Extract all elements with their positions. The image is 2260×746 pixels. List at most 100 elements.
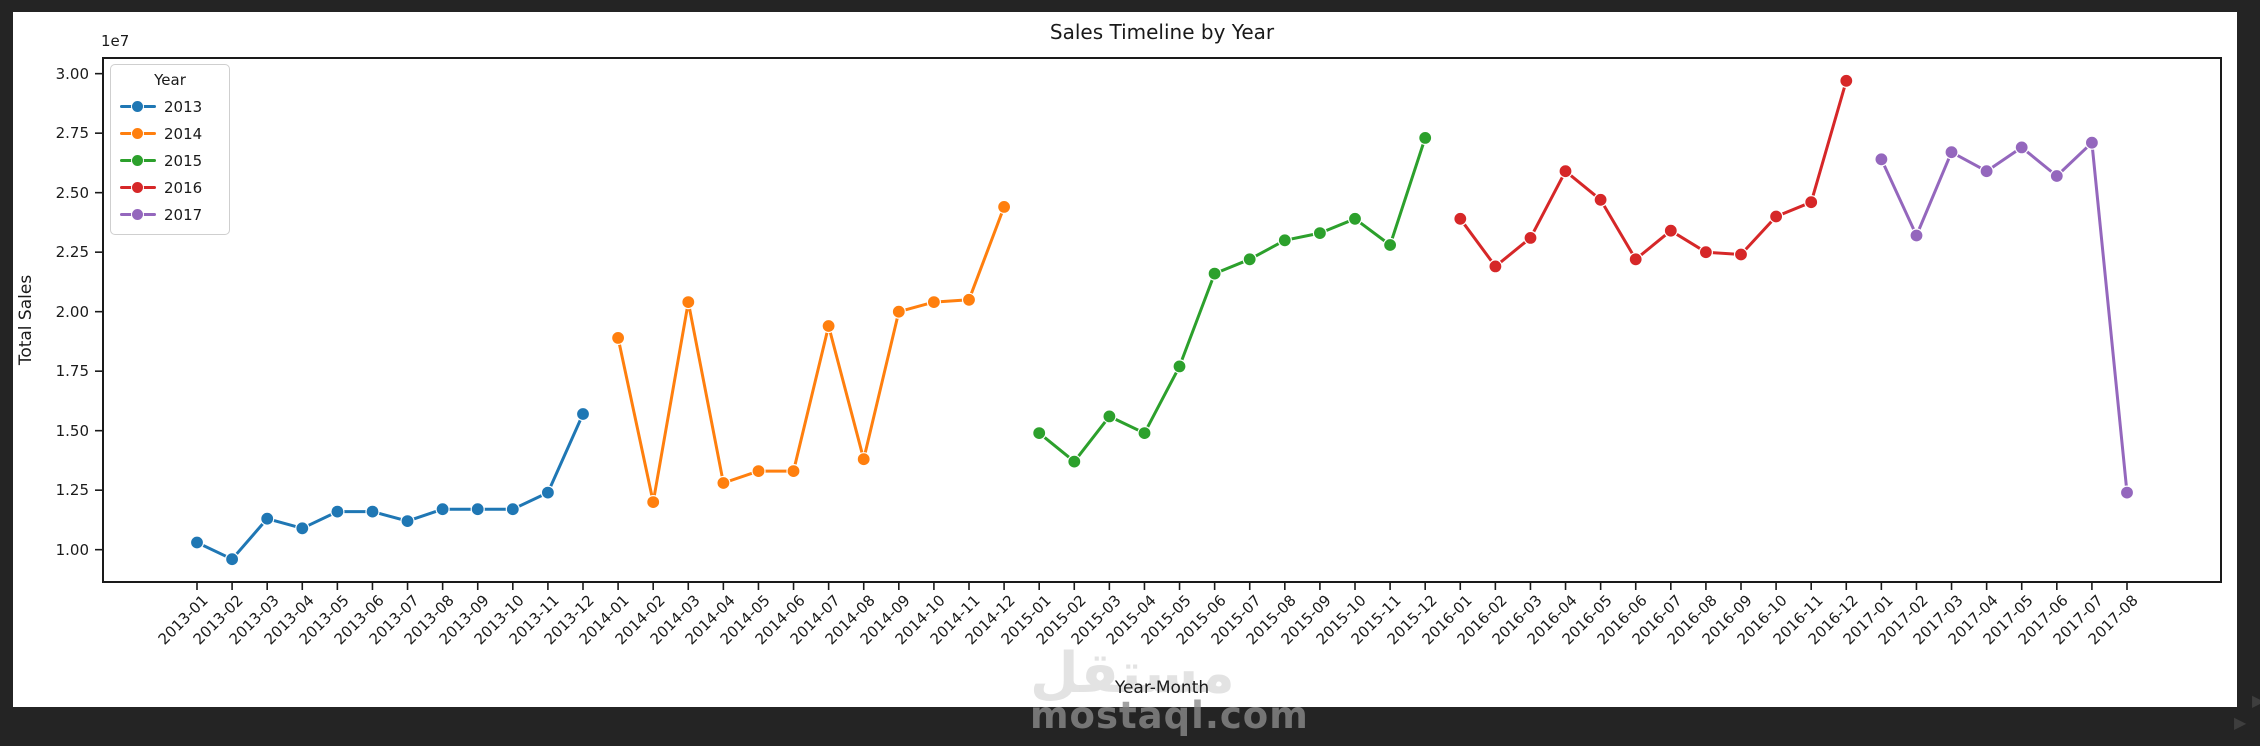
data-point-2016 bbox=[1839, 73, 1854, 88]
data-point-2013 bbox=[295, 521, 310, 536]
legend-entry-2015: 2015 bbox=[111, 147, 229, 174]
data-point-2016 bbox=[1628, 252, 1643, 267]
data-point-2017 bbox=[2014, 140, 2029, 155]
data-point-2014 bbox=[856, 452, 871, 467]
data-point-2015 bbox=[1102, 409, 1117, 424]
y-axis-label: Total Sales bbox=[16, 274, 36, 366]
legend-label: 2017 bbox=[164, 205, 203, 224]
legend-label: 2014 bbox=[164, 124, 203, 143]
data-point-2016 bbox=[1488, 259, 1503, 274]
legend-entry-2017: 2017 bbox=[111, 201, 229, 228]
data-point-2014 bbox=[681, 295, 696, 310]
y-tick-label: 2.00 bbox=[55, 302, 89, 321]
series-line-2015 bbox=[1037, 136, 1427, 464]
legend-marker-icon bbox=[120, 181, 156, 194]
series-line-2014 bbox=[616, 205, 1006, 504]
data-point-2017 bbox=[1874, 152, 1889, 167]
series-plot-canvas bbox=[95, 57, 2222, 590]
data-point-2015 bbox=[1418, 130, 1433, 146]
data-point-2013 bbox=[505, 502, 520, 517]
data-point-2017 bbox=[1909, 228, 1924, 243]
legend-label: 2016 bbox=[164, 178, 203, 197]
data-point-2013 bbox=[400, 514, 415, 529]
data-point-2015 bbox=[1382, 237, 1398, 253]
y-tick-label: 3.00 bbox=[55, 64, 89, 83]
data-point-2014 bbox=[821, 318, 836, 334]
watermark-site-text: mostaql.com bbox=[1030, 694, 1309, 737]
watermark-arabic-logo: مستقل bbox=[1030, 641, 1235, 706]
data-point-2013 bbox=[260, 511, 275, 526]
legend-marker-icon bbox=[120, 100, 156, 113]
data-point-2017 bbox=[2084, 135, 2100, 150]
data-point-2014 bbox=[926, 295, 942, 310]
data-point-2013 bbox=[435, 502, 450, 517]
data-point-2016 bbox=[1733, 247, 1749, 262]
data-point-2014 bbox=[610, 330, 626, 345]
series-line-2016 bbox=[1458, 79, 1848, 268]
y-tick-label: 1.25 bbox=[55, 481, 89, 500]
data-point-2013 bbox=[575, 406, 591, 422]
plot-area: 1.00 1.25 1.50 1.75 2.00 2.25 2.50 2.75 3.00 201… bbox=[56, 57, 2222, 648]
data-point-2014 bbox=[646, 495, 661, 510]
data-point-2016 bbox=[1663, 223, 1678, 238]
data-point-2015 bbox=[1347, 211, 1363, 226]
data-point-2017 bbox=[1944, 145, 1959, 160]
y-tick-label: 1.50 bbox=[55, 421, 89, 440]
legend-title: Year bbox=[154, 71, 186, 89]
legend-label: 2015 bbox=[164, 151, 203, 170]
data-point-2013 bbox=[225, 552, 240, 567]
data-point-2016 bbox=[1768, 209, 1784, 224]
data-point-2016 bbox=[1453, 211, 1468, 226]
y-axis-offset-label: 1e7 bbox=[101, 32, 130, 50]
data-point-2015 bbox=[1137, 426, 1152, 441]
data-point-2014 bbox=[961, 292, 977, 307]
legend-entry-2013: 2013 bbox=[111, 93, 229, 120]
legend-marker-icon bbox=[120, 154, 156, 167]
data-point-2013 bbox=[365, 504, 380, 519]
y-tick-label: 1.75 bbox=[55, 362, 89, 381]
data-point-2016 bbox=[1804, 195, 1819, 210]
series-line-2017 bbox=[1879, 141, 2129, 495]
play-icon-partial: ▶ bbox=[2252, 691, 2260, 710]
data-point-2017 bbox=[2119, 485, 2135, 500]
data-point-2014 bbox=[891, 304, 906, 319]
data-point-2014 bbox=[996, 199, 1012, 214]
data-point-2015 bbox=[1172, 359, 1187, 374]
legend-marker-icon bbox=[120, 127, 156, 140]
data-point-2016 bbox=[1593, 192, 1608, 207]
y-tick-label: 2.50 bbox=[55, 183, 89, 202]
data-point-2016 bbox=[1523, 230, 1538, 245]
axes-spines bbox=[102, 57, 2222, 583]
legend: Year 2013 2014 2015 2016 2017 bbox=[110, 64, 230, 235]
data-point-2013 bbox=[330, 504, 345, 519]
data-point-2014 bbox=[786, 464, 801, 479]
y-tick-label: 1.00 bbox=[55, 540, 89, 559]
data-point-2013 bbox=[189, 535, 205, 550]
data-point-2016 bbox=[1558, 164, 1573, 179]
data-point-2017 bbox=[1979, 164, 1994, 179]
chart-title: Sales Timeline by Year bbox=[1049, 20, 1275, 44]
x-axis-label: Year-Month bbox=[1114, 678, 1210, 698]
data-point-2017 bbox=[2049, 168, 2064, 184]
data-point-2015 bbox=[1242, 252, 1257, 267]
legend-label: 2013 bbox=[164, 97, 203, 116]
data-point-2015 bbox=[1067, 454, 1082, 469]
data-point-2015 bbox=[1032, 426, 1047, 441]
play-icon: ▶ bbox=[2234, 713, 2247, 732]
data-point-2015 bbox=[1277, 233, 1292, 248]
data-point-2015 bbox=[1312, 226, 1328, 241]
data-point-2014 bbox=[716, 475, 731, 491]
data-point-2013 bbox=[540, 485, 555, 500]
data-point-2013 bbox=[470, 502, 485, 517]
series-line-2013 bbox=[195, 412, 585, 561]
y-tick-label: 2.25 bbox=[55, 243, 89, 262]
chart-figure: Sales Timeline by Year 1e7 Total Sales Y… bbox=[13, 12, 2237, 707]
legend-marker-icon bbox=[120, 208, 156, 221]
legend-items: 2013 2014 2015 2016 2017 bbox=[111, 93, 229, 228]
legend-entry-2014: 2014 bbox=[111, 120, 229, 147]
y-tick-label: 2.75 bbox=[55, 124, 89, 143]
data-point-2015 bbox=[1207, 266, 1222, 281]
data-point-2014 bbox=[751, 464, 766, 479]
legend-entry-2016: 2016 bbox=[111, 174, 229, 201]
